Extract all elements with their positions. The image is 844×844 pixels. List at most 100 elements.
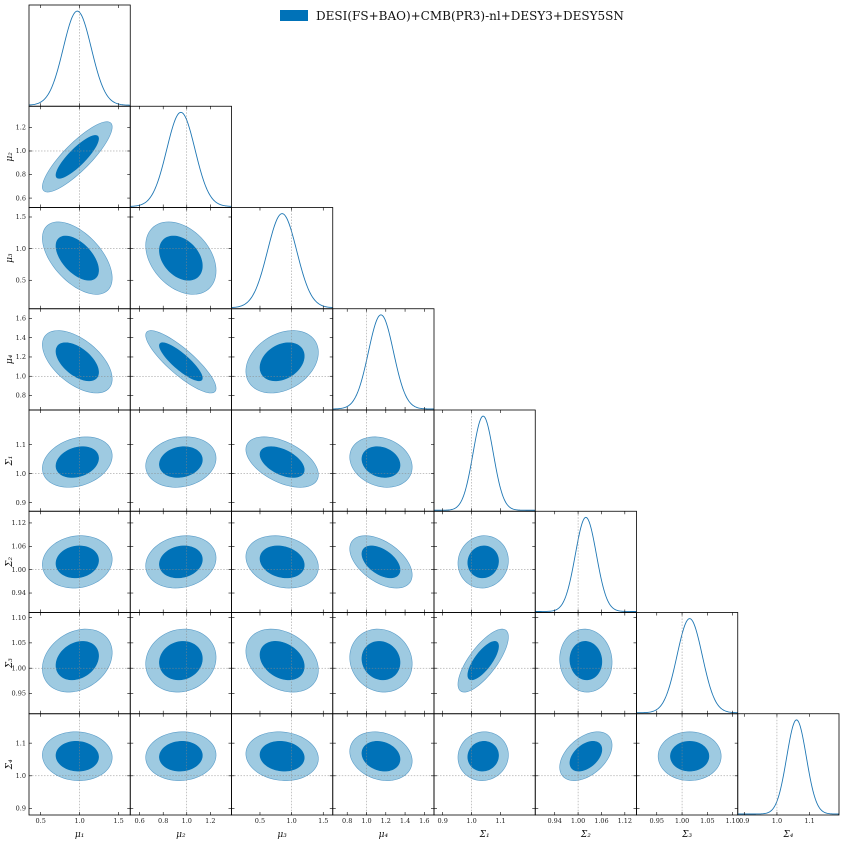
contour-68 <box>361 741 401 772</box>
x-axis-label: μ₄ <box>379 830 389 840</box>
y-tick-label: 1.0 <box>16 772 26 780</box>
y-tick-label: 1.2 <box>16 353 26 361</box>
x-tick-label: 1.12 <box>618 817 632 825</box>
y-tick-label: 1.0 <box>16 470 26 478</box>
panel-7-0: 0.5 1.0 1.5 0.9 1.0 1.1 μ₁ Σ₄ <box>5 713 131 840</box>
legend-label: DESI(FS+BAO)+CMB(PR3)-nl+DESY3+DESY5SN <box>316 9 624 23</box>
y-tick-label: 1.6 <box>16 315 26 323</box>
panel-2-1 <box>129 207 232 310</box>
panel-4-3 <box>332 409 435 512</box>
x-tick-label: 0.9 <box>438 817 448 825</box>
x-tick-label: 1.2 <box>205 817 215 825</box>
contour-68 <box>55 446 99 478</box>
panel-content <box>231 308 333 410</box>
panel-frame <box>433 409 536 512</box>
legend-swatch <box>280 10 308 21</box>
panel-content <box>231 511 333 613</box>
panel-content <box>535 612 637 714</box>
panel-content <box>737 713 839 815</box>
panel-content <box>434 511 536 613</box>
x-axis-label: Σ₄ <box>782 830 793 840</box>
panel-7-2: 0.5 1.0 1.5 μ₃ <box>231 713 334 840</box>
contour-68 <box>159 235 203 281</box>
y-tick-label: 1.05 <box>12 639 26 647</box>
marginal-curve <box>535 516 637 612</box>
panel-0-0 <box>28 4 131 107</box>
y-tick-label: 0.95 <box>12 690 26 698</box>
contour-68 <box>569 641 603 681</box>
panel-3-0: 0.8 1.0 1.2 1.4 1.6 μ₄ <box>5 308 131 411</box>
y-tick-label: 1.5 <box>16 213 26 221</box>
panel-5-4 <box>433 510 536 613</box>
y-tick-label: 1.0 <box>16 245 26 253</box>
y-tick-label: 1.10 <box>12 614 26 622</box>
panel-7-4: 0.9 1.0 1.1 Σ₁ <box>433 713 536 840</box>
x-tick-label: 1.10 <box>725 817 739 825</box>
x-tick-label: 1.4 <box>400 817 410 825</box>
panel-6-6 <box>636 612 739 715</box>
x-tick-label: 1.0 <box>466 817 476 825</box>
panel-content <box>29 308 131 410</box>
panel-3-2 <box>231 308 334 411</box>
panel-5-2 <box>231 510 334 613</box>
panel-content <box>332 612 434 714</box>
x-tick-label: 0.9 <box>739 817 749 825</box>
panel-content <box>130 106 232 208</box>
marginal-curve <box>332 314 434 410</box>
y-tick-label: 1.00 <box>12 664 26 672</box>
panel-6-5 <box>534 612 637 715</box>
y-tick-label: 0.5 <box>16 276 26 284</box>
panel-2-2 <box>231 207 334 310</box>
panel-content <box>130 612 232 714</box>
panel-content <box>231 612 333 714</box>
panel-3-1 <box>129 308 232 411</box>
panel-7-6: 0.95 1.00 1.05 1.10 Σ₃ <box>636 713 740 840</box>
contour-68 <box>467 741 499 772</box>
y-tick-label: 0.9 <box>16 805 26 813</box>
panel-content <box>535 713 637 815</box>
panel-content <box>636 612 738 714</box>
panel-content <box>231 207 333 309</box>
panel-4-4 <box>433 409 536 512</box>
panel-content <box>434 410 536 512</box>
y-axis-label: Σ₁ <box>5 456 15 467</box>
panel-7-1: 0.6 0.8 1.0 1.2 μ₂ <box>129 713 232 840</box>
contour-68 <box>361 641 401 681</box>
contour-68 <box>55 135 99 179</box>
x-axis-label: Σ₃ <box>681 830 692 840</box>
contour-68 <box>55 545 99 579</box>
x-tick-label: 1.5 <box>318 817 328 825</box>
panel-content <box>29 207 131 309</box>
panel-6-2 <box>231 612 334 715</box>
panel-content <box>332 410 434 512</box>
y-tick-label: 1.06 <box>12 542 26 550</box>
x-tick-label: 1.06 <box>594 817 608 825</box>
contour-68 <box>55 235 99 281</box>
panel-content <box>332 308 434 410</box>
y-tick-label: 1.00 <box>12 566 26 574</box>
panel-6-1 <box>129 612 232 715</box>
panel-content <box>29 106 131 208</box>
panel-5-1 <box>129 510 232 613</box>
contour-68 <box>55 342 99 382</box>
x-tick-label: 1.2 <box>381 817 391 825</box>
panel-4-0: 0.9 1.0 1.1Σ₁ <box>5 409 131 512</box>
marginal-curve <box>737 719 839 815</box>
x-tick-label: 0.8 <box>342 817 352 825</box>
panel-1-1 <box>129 105 232 208</box>
contour-68 <box>259 741 305 772</box>
y-axis-label: μ₃ <box>5 253 15 263</box>
y-tick-label: 1.2 <box>16 124 26 132</box>
x-tick-label: 1.1 <box>804 817 814 825</box>
panel-6-3 <box>332 612 435 715</box>
x-tick-label: 1.5 <box>113 817 123 825</box>
panel-content <box>29 612 131 714</box>
panel-content <box>130 511 232 613</box>
panel-frame <box>332 308 435 411</box>
x-axis-label: Σ₁ <box>479 830 490 840</box>
y-tick-label: 1.12 <box>12 519 26 527</box>
marginal-curve <box>29 10 131 106</box>
panel-4-1 <box>129 409 232 512</box>
panel-7-3: 0.8 1.0 1.2 1.4 1.6 μ₄ <box>332 713 435 840</box>
contour-68 <box>259 342 305 382</box>
